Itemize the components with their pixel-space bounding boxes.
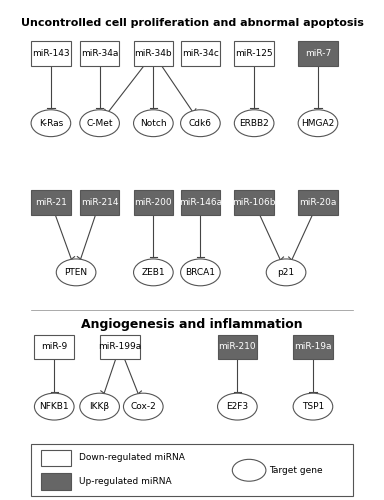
FancyBboxPatch shape [298,41,338,66]
Text: Cox-2: Cox-2 [131,402,156,411]
Ellipse shape [180,259,220,286]
FancyBboxPatch shape [217,334,257,359]
FancyBboxPatch shape [31,41,71,66]
Text: miR-143: miR-143 [32,49,70,58]
Text: miR-106b: miR-106b [232,198,276,207]
FancyBboxPatch shape [180,190,220,215]
FancyBboxPatch shape [293,334,333,359]
Text: Down-regulated miRNA: Down-regulated miRNA [79,454,185,462]
Text: E2F3: E2F3 [226,402,248,411]
Ellipse shape [298,110,338,136]
FancyBboxPatch shape [298,190,338,215]
Text: Up-regulated miRNA: Up-regulated miRNA [79,476,172,486]
Text: miR-200: miR-200 [134,198,172,207]
FancyBboxPatch shape [180,41,220,66]
Ellipse shape [80,393,119,420]
Text: Target gene: Target gene [269,466,323,475]
Text: p21: p21 [278,268,295,277]
Text: miR-20a: miR-20a [299,198,337,207]
Text: miR-19a: miR-19a [294,342,332,351]
Text: Uncontrolled cell proliferation and abnormal apoptosis: Uncontrolled cell proliferation and abno… [21,18,363,28]
Text: IKKβ: IKKβ [89,402,110,411]
FancyBboxPatch shape [41,450,71,466]
FancyBboxPatch shape [31,190,71,215]
FancyBboxPatch shape [41,474,71,490]
Text: miR-21: miR-21 [35,198,67,207]
Ellipse shape [80,110,119,136]
Text: Cdk6: Cdk6 [189,118,212,128]
Text: miR-34c: miR-34c [182,49,219,58]
Text: miR-199a: miR-199a [98,342,141,351]
Text: Angiogenesis and inflammation: Angiogenesis and inflammation [81,318,303,331]
FancyBboxPatch shape [134,190,173,215]
FancyBboxPatch shape [234,41,274,66]
Ellipse shape [35,393,74,420]
Ellipse shape [134,259,173,286]
Text: HMGA2: HMGA2 [301,118,334,128]
Text: miR-214: miR-214 [81,198,118,207]
Ellipse shape [56,259,96,286]
FancyBboxPatch shape [80,190,119,215]
Text: PTEN: PTEN [65,268,88,277]
FancyBboxPatch shape [31,444,353,496]
Text: ZEB1: ZEB1 [142,268,165,277]
Ellipse shape [180,110,220,136]
Text: TSP1: TSP1 [302,402,324,411]
Text: K-Ras: K-Ras [39,118,63,128]
Text: NFKB1: NFKB1 [40,402,69,411]
Text: miR-34a: miR-34a [81,49,118,58]
Text: miR-125: miR-125 [235,49,273,58]
Text: C-Met: C-Met [86,118,113,128]
Ellipse shape [234,110,274,136]
FancyBboxPatch shape [80,41,119,66]
Ellipse shape [232,460,266,481]
FancyBboxPatch shape [134,41,173,66]
Text: miR-7: miR-7 [305,49,331,58]
Text: ERBB2: ERBB2 [239,118,269,128]
Ellipse shape [217,393,257,420]
Ellipse shape [124,393,163,420]
Text: miR-210: miR-210 [218,342,256,351]
Text: miR-34b: miR-34b [134,49,172,58]
Text: Notch: Notch [140,118,167,128]
Text: miR-9: miR-9 [41,342,67,351]
Text: BRCA1: BRCA1 [185,268,215,277]
FancyBboxPatch shape [234,190,274,215]
FancyBboxPatch shape [100,334,140,359]
Text: miR-146a: miR-146a [179,198,222,207]
Ellipse shape [266,259,306,286]
Ellipse shape [31,110,71,136]
Ellipse shape [134,110,173,136]
Ellipse shape [293,393,333,420]
FancyBboxPatch shape [35,334,74,359]
